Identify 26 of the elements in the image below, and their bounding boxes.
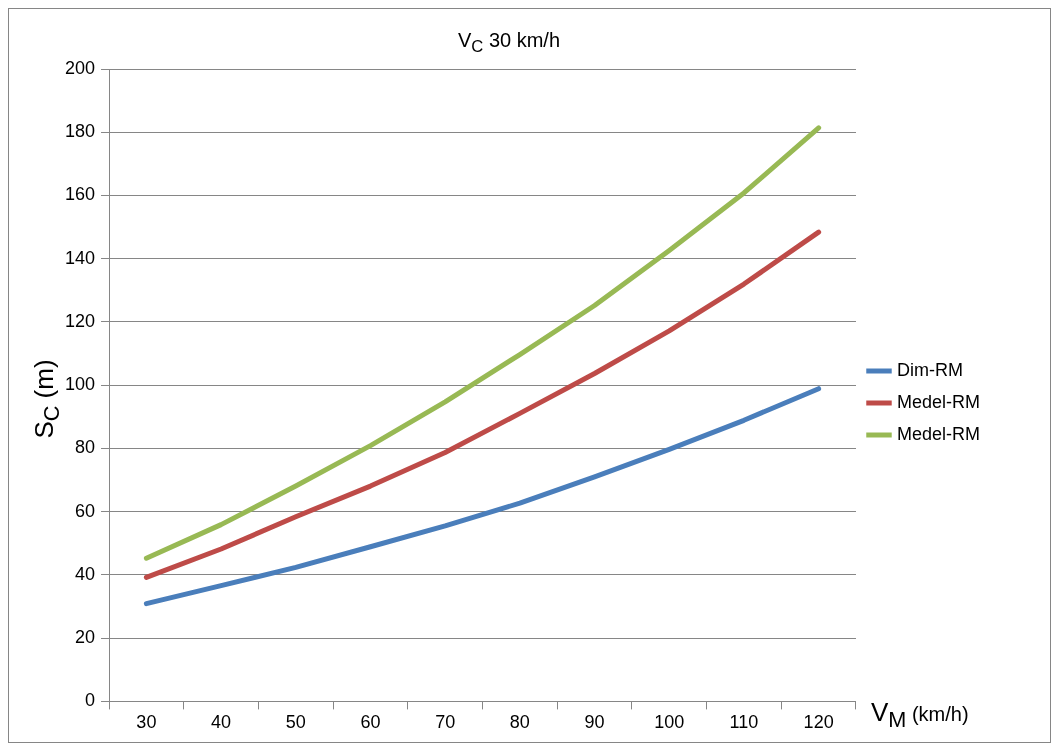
y-tick-label: 0 <box>85 690 96 711</box>
x-tick-label: 50 <box>285 712 306 733</box>
legend-label: Medel-RM <box>896 391 980 412</box>
y-tick-label: 200 <box>64 57 96 78</box>
x-tick-label: 120 <box>803 712 834 733</box>
legend-label: Medel-RM <box>896 423 980 444</box>
x-tick-label: 100 <box>654 712 685 733</box>
x-tick-label: 110 <box>729 712 759 733</box>
chart-title: V$_{C}$ 30 km/h <box>456 29 562 57</box>
y-tick-label: 100 <box>64 374 96 395</box>
x-tick-label: 30 <box>136 712 157 733</box>
x-axis-title: V$_{M}$ (km/h) <box>871 697 969 734</box>
y-tick-label: 140 <box>64 247 96 268</box>
y-tick-label: 180 <box>64 121 96 142</box>
x-tick-label: 70 <box>435 712 456 733</box>
y-tick-label: 40 <box>75 563 96 584</box>
y-tick-label: 80 <box>75 437 96 458</box>
y-tick-label: 60 <box>75 500 96 521</box>
legend-label: Dim-RM <box>896 359 963 380</box>
x-tick-label: 60 <box>360 712 381 733</box>
x-tick-label: 80 <box>509 712 530 733</box>
y-tick-label: 120 <box>64 310 96 331</box>
y-tick-label: 20 <box>75 627 96 648</box>
x-tick-label: 40 <box>211 712 232 733</box>
y-tick-label: 160 <box>64 184 96 205</box>
x-tick-label: 90 <box>584 712 605 733</box>
